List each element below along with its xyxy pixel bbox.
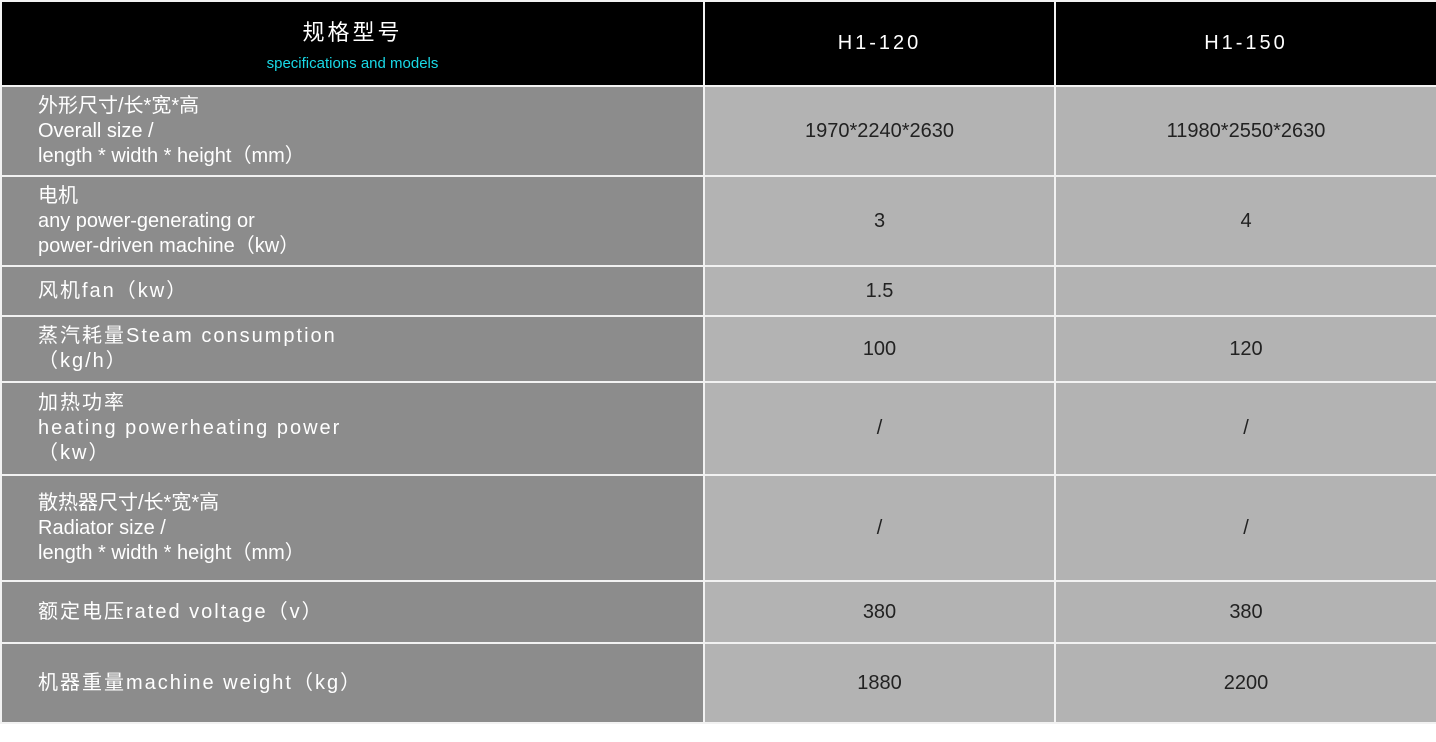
row-value-model-2: 120 <box>1054 315 1436 383</box>
row-label-line: length * width * height（mm） <box>38 144 305 167</box>
row-label: 外形尺寸/长*宽*高 Overall size / length * width *… <box>0 85 705 177</box>
row-label: 加热功率 heating powerheating power （kw） <box>0 381 705 476</box>
row-label-line: 散热器尺寸/长*宽*高 <box>38 491 220 514</box>
row-label-line: Overall size / <box>38 119 154 142</box>
row-value-model-2 <box>1054 265 1436 317</box>
row-value-model-2: / <box>1054 381 1436 476</box>
header-row: 规格型号 specifications and models H1-120 H1… <box>0 0 1436 87</box>
row-value-model-1: 3 <box>703 175 1056 267</box>
row-label: 蒸汽耗量Steam consumption （kg/h） <box>0 315 705 383</box>
row-label-line: 外形尺寸/长*宽*高 <box>38 94 200 117</box>
row-label-line: 机器重量machine weight（kg） <box>38 671 363 694</box>
row-value-model-2: 11980*2550*2630 <box>1054 85 1436 177</box>
row-label-line: 电机 <box>38 184 78 207</box>
row-value-model-1: 1.5 <box>703 265 1056 317</box>
row-label-line: power-driven machine（kw） <box>38 234 300 257</box>
table-row: 电机 any power-generating or power-driven ma… <box>0 175 1436 267</box>
row-value-model-1: 1970*2240*2630 <box>703 85 1056 177</box>
row-label: 风机fan（kw） <box>0 265 705 317</box>
header-spec-cell: 规格型号 specifications and models <box>0 0 705 87</box>
row-label-line: heating powerheating power <box>38 417 342 439</box>
row-label-line: Radiator size / <box>38 516 166 539</box>
table-row: 额定电压rated voltage（v） 380 380 <box>0 580 1436 644</box>
row-value-model-1: 380 <box>703 580 1056 644</box>
row-label: 额定电压rated voltage（v） <box>0 580 705 644</box>
spec-table: 规格型号 specifications and models H1-120 H1… <box>0 0 1436 724</box>
row-value-model-1: / <box>703 381 1056 476</box>
row-label-line: 蒸汽耗量Steam consumption <box>38 325 337 347</box>
row-label-line: length * width * height（mm） <box>38 541 305 564</box>
row-value-model-2: 2200 <box>1054 642 1436 724</box>
row-label-line: 加热功率 <box>38 392 126 414</box>
table-row: 风机fan（kw） 1.5 <box>0 265 1436 317</box>
table-row: 散热器尺寸/长*宽*高 Radiator size / length * width… <box>0 474 1436 582</box>
row-value-model-1: 100 <box>703 315 1056 383</box>
row-label-line: （kw） <box>38 442 111 464</box>
table-row: 加热功率 heating powerheating power （kw） / / <box>0 381 1436 476</box>
row-label-line: （kg/h） <box>38 350 128 372</box>
row-label-line: 额定电压rated voltage（v） <box>38 600 324 623</box>
row-label-line: 风机fan（kw） <box>38 279 189 302</box>
row-label: 机器重量machine weight（kg） <box>0 642 705 724</box>
header-title-en: specifications and models <box>266 55 439 72</box>
table-row: 外形尺寸/长*宽*高 Overall size / length * width *… <box>0 85 1436 177</box>
row-label-line: any power-generating or <box>38 209 255 232</box>
header-model-1: H1-120 <box>703 0 1056 87</box>
row-value-model-2: 380 <box>1054 580 1436 644</box>
row-label: 散热器尺寸/长*宽*高 Radiator size / length * width… <box>0 474 705 582</box>
header-title-zh: 规格型号 <box>302 20 403 45</box>
row-value-model-2: 4 <box>1054 175 1436 267</box>
row-value-model-1: / <box>703 474 1056 582</box>
row-value-model-2: / <box>1054 474 1436 582</box>
row-value-model-1: 1880 <box>703 642 1056 724</box>
table-row: 蒸汽耗量Steam consumption （kg/h） 100 120 <box>0 315 1436 383</box>
table-row: 机器重量machine weight（kg） 1880 2200 <box>0 642 1436 724</box>
header-model-2: H1-150 <box>1054 0 1436 87</box>
row-label: 电机 any power-generating or power-driven ma… <box>0 175 705 267</box>
